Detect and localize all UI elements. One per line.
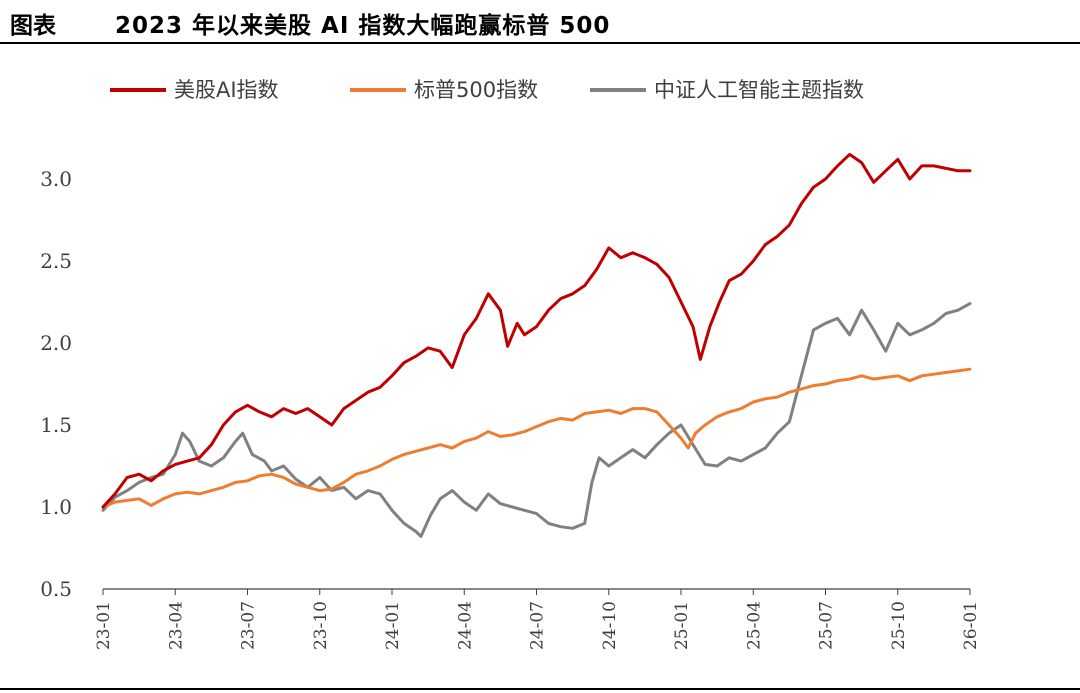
x-tick-label: 24-10 <box>600 601 620 650</box>
x-tick-label: 23-01 <box>94 601 114 650</box>
y-tick-label: 3.0 <box>40 167 72 191</box>
x-axis: 23-01 23-04 23-07 23-10 24-01 24-04 24-07 24-10… <box>94 588 981 650</box>
series-line-美股AI指数 <box>101 152 972 509</box>
y-axis: 0.5 1.0 1.5 2.0 2.5 3.0 <box>40 167 72 601</box>
y-tick-label: 1.0 <box>40 495 72 519</box>
series-line-中证人工智能主题指数 <box>101 302 972 538</box>
chart-title: 2023 年以来美股 AI 指数大幅跑赢标普 500 <box>115 13 611 39</box>
x-tick-label: 23-10 <box>311 601 331 650</box>
y-tick-label: 2.5 <box>40 249 72 273</box>
y-tick-label: 1.5 <box>40 413 72 437</box>
x-tick-label: 25-04 <box>744 601 764 650</box>
x-tick-label: 23-07 <box>239 601 259 650</box>
legend-label: 美股AI指数 <box>174 78 279 102</box>
title-bar: 图表 2023 年以来美股 AI 指数大幅跑赢标普 500 <box>0 0 1080 44</box>
legend-label: 中证人工智能主题指数 <box>654 78 864 102</box>
x-tick-label: 24-01 <box>383 601 403 650</box>
legend: 美股AI指数 标普500指数 中证人工智能主题指数 <box>110 78 864 102</box>
y-tick-label: 2.0 <box>40 331 72 355</box>
figure-label: 图表 <box>10 13 56 39</box>
x-tick-label: 23-04 <box>166 601 186 650</box>
x-tick-label: 24-07 <box>528 601 548 650</box>
x-tick-label: 24-04 <box>455 601 475 650</box>
x-tick-label: 25-10 <box>889 601 909 650</box>
series-group <box>101 152 972 538</box>
x-tick-label: 26-01 <box>961 601 981 650</box>
y-tick-label: 0.5 <box>40 577 72 601</box>
top-rule <box>0 42 1080 44</box>
x-tick-label: 25-01 <box>672 601 692 650</box>
bottom-rule <box>0 688 1080 690</box>
x-tick-label: 25-07 <box>817 601 837 650</box>
series-line-标普500指数 <box>101 367 972 509</box>
legend-label: 标普500指数 <box>414 78 538 102</box>
